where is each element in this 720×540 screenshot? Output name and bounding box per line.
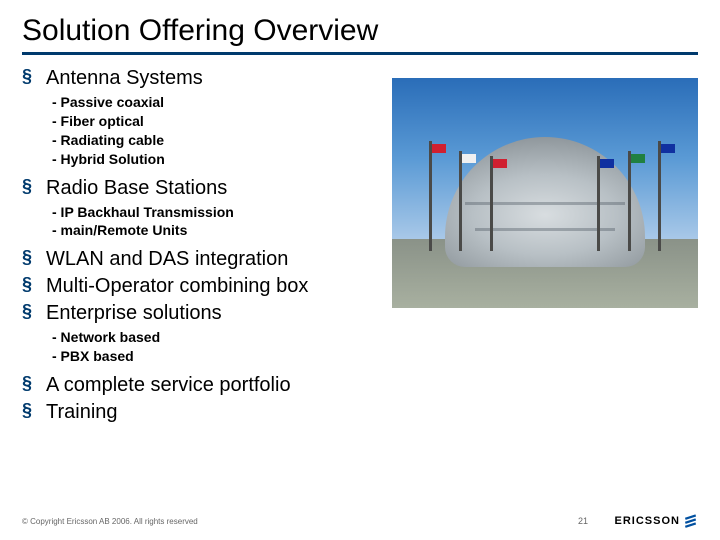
sub-list-item: - Network based — [52, 328, 698, 347]
bullet-icon: § — [22, 300, 46, 323]
list-item: §Enterprise solutions — [22, 300, 698, 326]
sub-list-item: - Radiating cable — [52, 131, 698, 150]
sub-list: - IP Backhaul Transmission- main/Remote … — [22, 203, 698, 241]
list-item-label: Multi-Operator combining box — [46, 273, 308, 299]
bullet-icon: § — [22, 175, 46, 198]
page-number: 21 — [578, 516, 588, 526]
sub-list-item: - Fiber optical — [52, 112, 698, 131]
list-item-label: Enterprise solutions — [46, 300, 222, 326]
list-item: §Antenna Systems — [22, 65, 698, 91]
sub-list: - Passive coaxial- Fiber optical- Radiat… — [22, 93, 698, 169]
sub-list-item: - Hybrid Solution — [52, 150, 698, 169]
logo-icon — [684, 514, 698, 528]
bullet-icon: § — [22, 372, 46, 395]
bullet-icon: § — [22, 273, 46, 296]
list-item-label: Antenna Systems — [46, 65, 203, 91]
copyright-text: © Copyright Ericsson AB 2006. All rights… — [22, 517, 198, 526]
list-item-label: WLAN and DAS integration — [46, 246, 288, 272]
list-item: §A complete service portfolio — [22, 372, 698, 398]
list-item-label: Training — [46, 399, 118, 425]
slide: Solution Offering Overview §Antenna Syst… — [0, 0, 720, 540]
list-item: §Multi-Operator combining box — [22, 273, 698, 299]
slide-title: Solution Offering Overview — [22, 14, 698, 55]
list-item-label: Radio Base Stations — [46, 175, 227, 201]
content-list: §Antenna Systems- Passive coaxial- Fiber… — [22, 65, 698, 425]
sub-list-item: - IP Backhaul Transmission — [52, 203, 698, 222]
sub-list-item: - Passive coaxial — [52, 93, 698, 112]
logo: ERICSSON — [615, 514, 698, 528]
bullet-icon: § — [22, 246, 46, 269]
list-item: §WLAN and DAS integration — [22, 246, 698, 272]
bullet-icon: § — [22, 65, 46, 88]
sub-list-item: - PBX based — [52, 347, 698, 366]
sub-list: - Network based- PBX based — [22, 328, 698, 366]
list-item: §Radio Base Stations — [22, 175, 698, 201]
list-item: §Training — [22, 399, 698, 425]
logo-text: ERICSSON — [615, 515, 680, 527]
bullet-icon: § — [22, 399, 46, 422]
sub-list-item: - main/Remote Units — [52, 221, 698, 240]
footer: © Copyright Ericsson AB 2006. All rights… — [22, 514, 698, 528]
list-item-label: A complete service portfolio — [46, 372, 291, 398]
